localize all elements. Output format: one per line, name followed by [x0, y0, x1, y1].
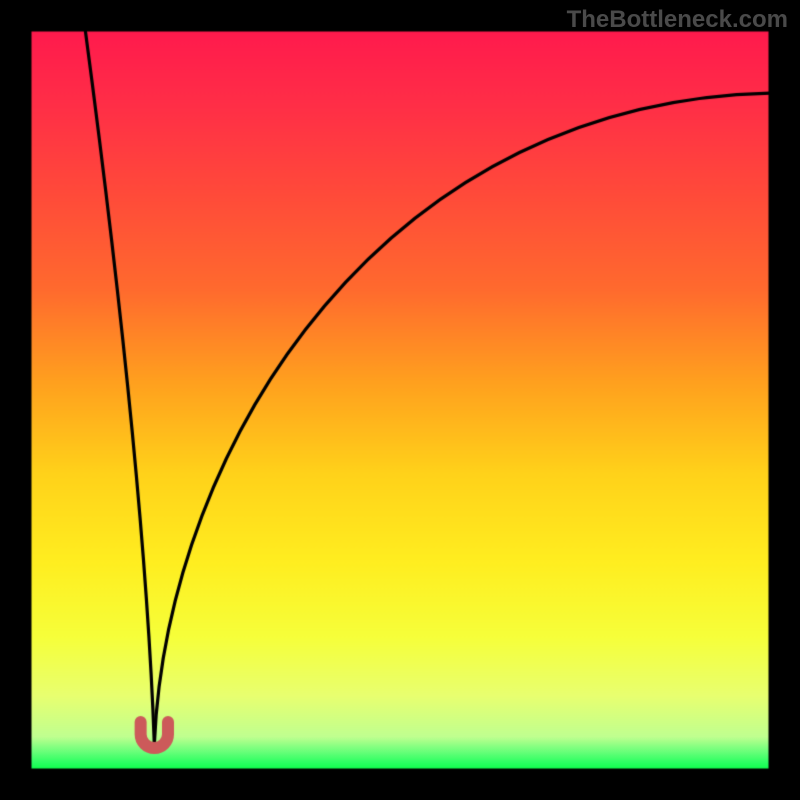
watermark-label: TheBottleneck.com — [567, 6, 788, 34]
chart-container: TheBottleneck.com — [0, 0, 800, 800]
bottleneck-chart-canvas — [0, 0, 800, 800]
